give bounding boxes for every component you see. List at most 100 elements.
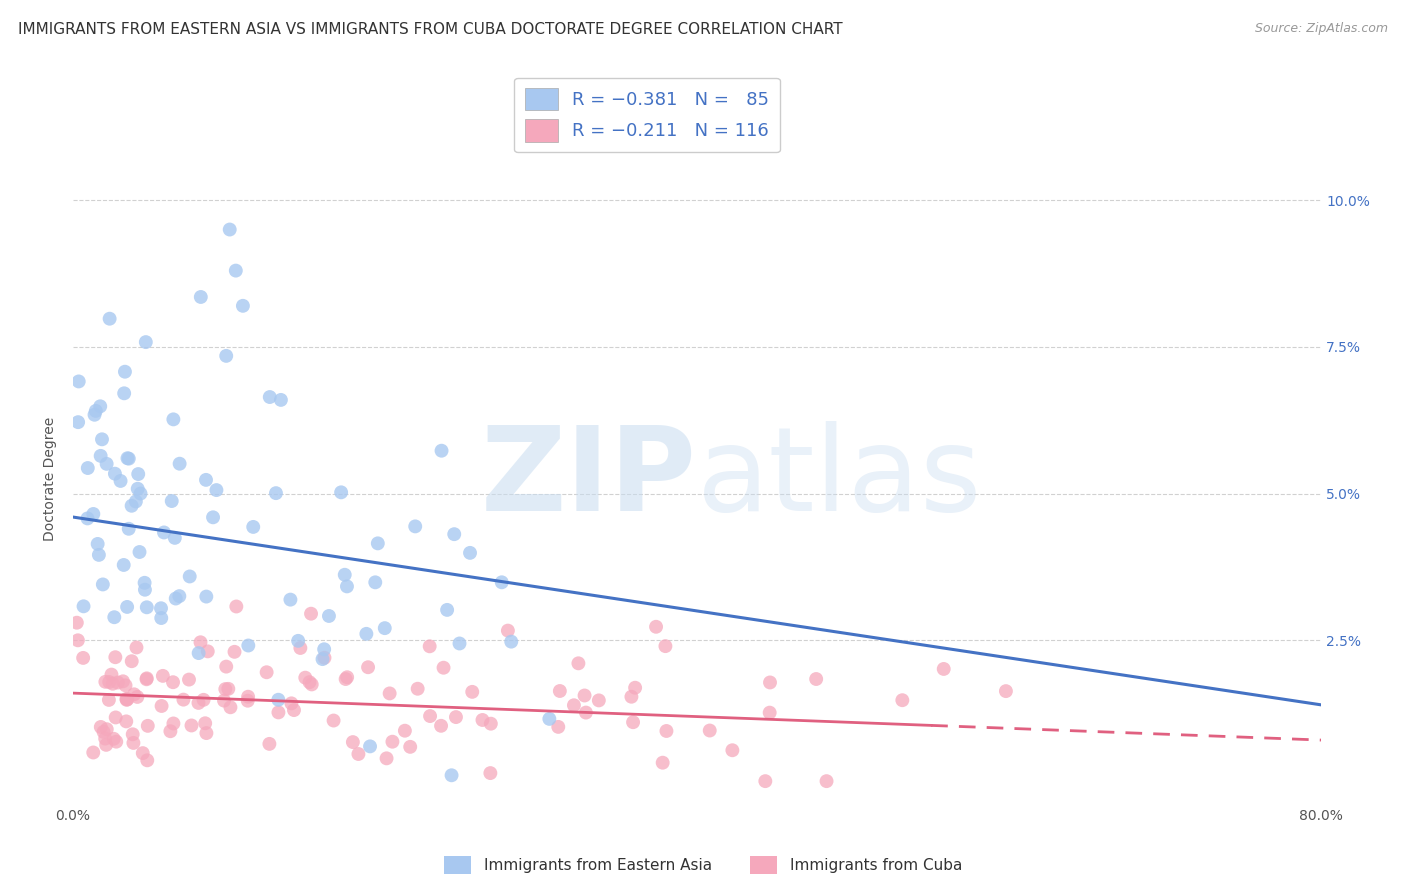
Point [127, 690, 149, 704]
Point [238, 639, 260, 653]
Point [496, 624, 519, 638]
Point [645, 620, 668, 634]
Point [217, 681, 239, 696]
Point [301, 677, 323, 691]
Point [449, 636, 471, 650]
Point [280, 592, 302, 607]
Point [280, 697, 302, 711]
Point [134, 575, 156, 590]
Point [96, 723, 118, 737]
Point [364, 575, 387, 590]
Point [804, 672, 827, 686]
Point [443, 527, 465, 541]
Point [94, 674, 117, 689]
Point [180, 718, 202, 732]
Point [136, 753, 159, 767]
Point [214, 682, 236, 697]
Point [115, 692, 138, 706]
Point [150, 698, 173, 713]
Point [264, 486, 287, 500]
Point [159, 724, 181, 739]
Point [118, 522, 141, 536]
Point [336, 670, 359, 684]
Point [104, 710, 127, 724]
Point [98, 311, 121, 326]
Point [91, 577, 114, 591]
Point [430, 443, 453, 458]
Point [232, 299, 254, 313]
Point [90, 720, 112, 734]
Point [562, 698, 585, 713]
Point [163, 531, 186, 545]
Point [103, 731, 125, 746]
Point [994, 684, 1017, 698]
Point [121, 654, 143, 668]
Point [127, 467, 149, 481]
Point [76, 461, 98, 475]
Point [374, 621, 396, 635]
Point [256, 665, 278, 680]
Point [67, 375, 90, 389]
Point [215, 349, 238, 363]
Text: ZIP: ZIP [481, 421, 697, 536]
Point [190, 635, 212, 649]
Point [134, 582, 156, 597]
Point [195, 473, 218, 487]
Point [259, 737, 281, 751]
Point [430, 719, 453, 733]
Point [236, 694, 259, 708]
Point [215, 659, 238, 673]
Point [87, 548, 110, 562]
Point [150, 601, 173, 615]
Point [132, 746, 155, 760]
Point [399, 739, 422, 754]
Point [202, 510, 225, 524]
Point [162, 675, 184, 690]
Point [101, 677, 124, 691]
Point [98, 675, 121, 690]
Point [651, 756, 673, 770]
Point [117, 692, 139, 706]
Point [107, 675, 129, 690]
Point [104, 650, 127, 665]
Point [94, 731, 117, 746]
Point [114, 365, 136, 379]
Point [359, 739, 381, 754]
Point [187, 646, 209, 660]
Point [115, 599, 138, 614]
Point [567, 657, 589, 671]
Point [114, 678, 136, 692]
Point [588, 693, 610, 707]
Point [436, 603, 458, 617]
Point [335, 672, 357, 686]
Point [195, 726, 218, 740]
Point [620, 690, 643, 704]
Point [117, 451, 139, 466]
Point [267, 692, 290, 706]
Point [76, 511, 98, 525]
Point [406, 681, 429, 696]
Point [153, 525, 176, 540]
Point [105, 734, 128, 748]
Point [404, 519, 426, 533]
Point [225, 263, 247, 277]
Point [491, 575, 513, 590]
Point [381, 734, 404, 748]
Point [218, 222, 240, 236]
Point [225, 599, 247, 614]
Point [136, 719, 159, 733]
Point [547, 720, 569, 734]
Point [314, 650, 336, 665]
Point [419, 709, 441, 723]
Point [93, 725, 115, 739]
Point [115, 714, 138, 729]
Point [100, 667, 122, 681]
Point [419, 640, 441, 654]
Text: atlas: atlas [697, 421, 983, 536]
Point [699, 723, 721, 738]
Point [333, 567, 356, 582]
Point [72, 651, 94, 665]
Point [655, 723, 678, 738]
Point [121, 499, 143, 513]
Point [82, 746, 104, 760]
